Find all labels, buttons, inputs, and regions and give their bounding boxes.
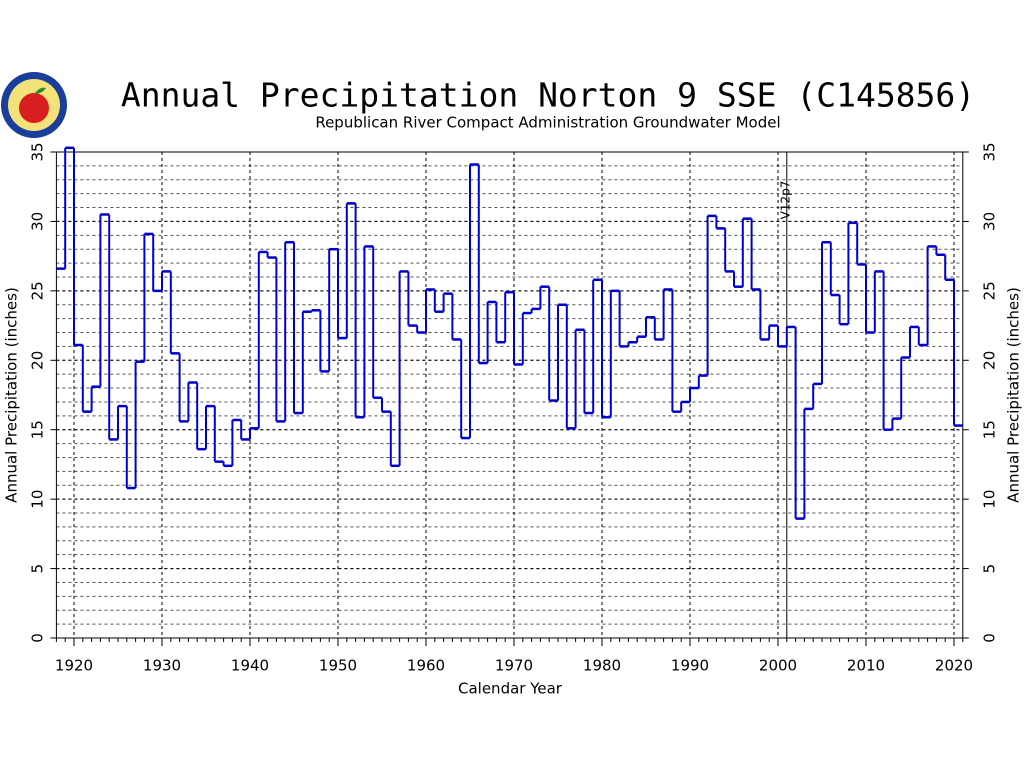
x-tick-label: 1930 [143, 657, 181, 675]
logo [1, 72, 67, 138]
x-tick-label: 1950 [319, 657, 357, 675]
y-tick-label: 0 [29, 633, 47, 643]
y-axis-label-right: Annual Precipitation (inches) [1005, 287, 1023, 503]
y-tick-label: 10 [29, 490, 47, 509]
x-axis-label: Calendar Year [458, 680, 563, 698]
x-tick-label: 2000 [759, 657, 797, 675]
chart-subtitle: Republican River Compact Administration … [315, 114, 780, 132]
y-tick-label-right: 10 [981, 490, 999, 509]
y-tick-label-right: 35 [981, 142, 999, 161]
y-tick-label: 25 [29, 281, 47, 300]
y-tick-label: 15 [29, 420, 47, 439]
y-tick-label: 5 [29, 564, 47, 574]
x-tick-label: 1960 [407, 657, 445, 675]
y-tick-label: 35 [29, 142, 47, 161]
y-axis-label: Annual Precipitation (inches) [3, 287, 21, 503]
chart-title: Annual Precipitation Norton 9 SSE (C1458… [121, 76, 975, 115]
y-tick-label: 20 [29, 351, 47, 370]
x-tick-label: 1920 [55, 657, 93, 675]
y-tick-label-right: 15 [981, 420, 999, 439]
y-tick-label-right: 0 [981, 633, 999, 643]
y-tick-label-right: 30 [981, 212, 999, 231]
x-tick-label: 2010 [847, 657, 885, 675]
y-tick-label-right: 5 [981, 564, 999, 574]
x-tick-label: 1970 [495, 657, 533, 675]
annotation-label: V12p7 [778, 181, 792, 220]
x-tick-label: 1940 [231, 657, 269, 675]
x-tick-label: 1990 [671, 657, 709, 675]
plot-frame [55, 151, 964, 639]
x-tick-label: 2020 [935, 657, 973, 675]
y-tick-label-right: 25 [981, 281, 999, 300]
y-tick-label-right: 20 [981, 351, 999, 370]
x-tick-label: 1980 [583, 657, 621, 675]
y-tick-label: 30 [29, 212, 47, 231]
